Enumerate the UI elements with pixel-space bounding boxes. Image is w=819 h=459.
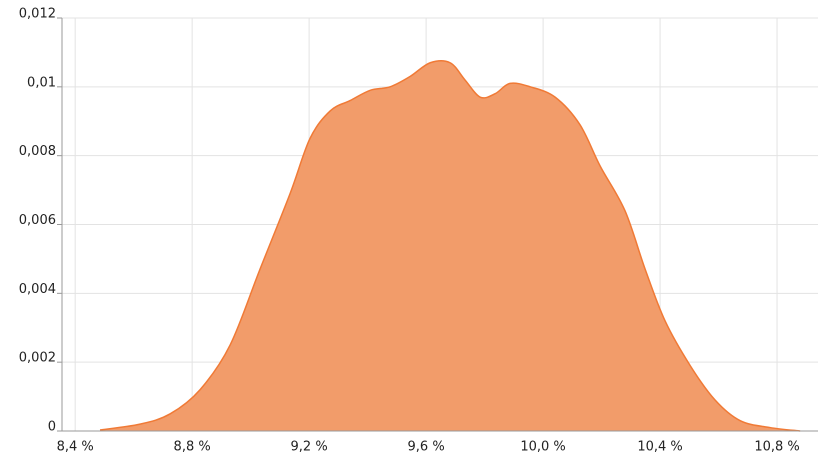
y-tick-label: 0,008 xyxy=(19,144,56,159)
y-tick-label: 0,002 xyxy=(19,351,56,366)
area xyxy=(100,60,801,431)
x-tick-label: 8,4 % xyxy=(57,440,94,455)
x-tick-label: 10,0 % xyxy=(520,440,565,455)
x-tick-label: 9,6 % xyxy=(408,440,445,455)
x-tick-label: 9,2 % xyxy=(291,440,328,455)
y-tick-label: 0,006 xyxy=(19,213,56,228)
x-tick-label: 10,4 % xyxy=(637,440,682,455)
x-tick-label: 10,8 % xyxy=(754,440,799,455)
y-tick-label: 0,01 xyxy=(27,75,56,90)
y-tick-label: 0 xyxy=(48,420,56,435)
x-tick-label: 8,8 % xyxy=(174,440,211,455)
y-tick-label: 0,012 xyxy=(19,7,56,22)
y-tick-label: 0,004 xyxy=(19,282,56,297)
area-line xyxy=(99,60,801,432)
